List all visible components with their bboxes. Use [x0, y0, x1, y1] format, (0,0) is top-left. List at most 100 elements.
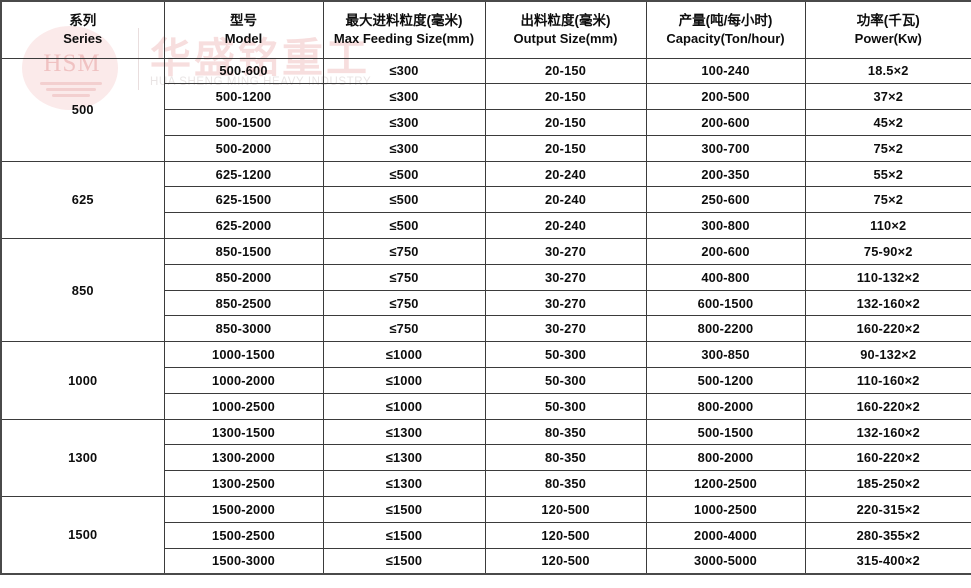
cell-output-size: 80-350 — [484, 418, 647, 446]
cell-power: 75×2 — [804, 186, 971, 214]
table-header: 系列 Series 型号 Model 最大进料粒度(毫米) Max Feedin… — [0, 0, 971, 59]
table-row: 500-1200 ≤300 20-150 200-500 37×2 — [1, 83, 971, 111]
cell-model: 1500-2000 — [163, 496, 324, 523]
cell-output-size: 120-500 — [484, 521, 647, 549]
cell-max-feeding-size: ≤500 — [322, 212, 486, 240]
cell-max-feeding-size: ≤500 — [322, 160, 486, 188]
cell-max-feeding-size: ≤1000 — [322, 341, 486, 369]
cell-output-size: 20-150 — [484, 134, 647, 162]
cell-power: 132-160×2 — [804, 289, 971, 317]
cell-output-size: 20-240 — [484, 212, 647, 240]
cell-capacity: 800-2000 — [645, 392, 806, 420]
header-label-en: Model — [224, 31, 263, 47]
header-label-cn: 出料粒度(毫米) — [520, 12, 611, 28]
cell-capacity: 400-800 — [645, 263, 806, 291]
cell-model: 850-2000 — [163, 263, 324, 291]
table-body: 500 500-600 ≤300 20-150 100-240 18.5×2 500-120… — [0, 57, 971, 575]
cell-model: 850-3000 — [163, 315, 324, 343]
cell-power: 18.5×2 — [804, 57, 971, 85]
cell-model: 1300-1500 — [163, 418, 324, 446]
header-label-cn: 产量(吨/每小时) — [678, 12, 773, 28]
cell-max-feeding-size: ≤1500 — [322, 521, 486, 549]
cell-max-feeding-size: ≤500 — [322, 186, 486, 214]
header-label-cn: 型号 — [230, 12, 257, 28]
cell-power: 315-400×2 — [804, 547, 971, 575]
cell-power: 75-90×2 — [804, 238, 971, 265]
cell-capacity: 800-2000 — [645, 444, 806, 472]
cell-capacity: 300-800 — [645, 212, 806, 240]
table-row: 625 625-1200 ≤500 20-240 200-350 55×2 — [0, 160, 971, 240]
column-header-max-feeding-size: 最大进料粒度(毫米) Max Feeding Size(mm) — [322, 0, 486, 59]
cell-max-feeding-size: ≤1000 — [322, 392, 486, 420]
cell-output-size: 50-300 — [484, 367, 647, 394]
cell-model: 1300-2000 — [163, 444, 324, 472]
cell-output-size: 80-350 — [484, 470, 647, 498]
cell-capacity: 100-240 — [645, 57, 806, 85]
cell-power: 160-220×2 — [804, 392, 971, 420]
column-header-series: 系列 Series — [0, 0, 165, 59]
table-row: 1500-3000 ≤1500 120-500 3000-5000 315-400×2 — [1, 547, 971, 575]
column-header-capacity: 产量(吨/每小时) Capacity(Ton/hour) — [645, 0, 806, 59]
cell-power: 37×2 — [804, 83, 971, 111]
cell-max-feeding-size: ≤1300 — [322, 470, 486, 498]
cell-model: 1000-2500 — [163, 392, 324, 420]
cell-output-size: 20-150 — [484, 109, 647, 136]
cell-max-feeding-size: ≤1500 — [322, 547, 486, 575]
header-label-cn: 系列 — [69, 12, 97, 28]
cell-capacity: 1000-2500 — [645, 496, 806, 523]
cell-model: 625-2000 — [163, 212, 324, 240]
cell-model: 1500-3000 — [163, 547, 324, 575]
cell-power: 220-315×2 — [804, 496, 971, 523]
cell-model: 500-1200 — [163, 83, 324, 111]
column-header-model: 型号 Model — [163, 0, 324, 59]
cell-capacity: 3000-5000 — [645, 547, 806, 575]
column-header-power: 功率(千瓦) Power(Kw) — [804, 0, 971, 59]
cell-output-size: 30-270 — [484, 263, 647, 291]
cell-power: 90-132×2 — [804, 341, 971, 369]
table-row: 1300-2500 ≤1300 80-350 1200-2500 185-250×2 — [1, 470, 971, 498]
table-row: 625-1500 ≤500 20-240 250-600 75×2 — [1, 186, 971, 214]
table-row: 1000 1000-1500 ≤1000 50-300 300-850 90-132×2 — [0, 341, 971, 420]
cell-capacity: 300-850 — [645, 341, 806, 369]
cell-max-feeding-size: ≤300 — [322, 83, 486, 111]
cell-model: 500-2000 — [163, 134, 324, 162]
cell-model: 625-1500 — [163, 186, 324, 214]
cell-power: 160-220×2 — [804, 315, 971, 343]
cell-output-size: 30-270 — [484, 289, 647, 317]
header-row: 系列 Series 型号 Model 最大进料粒度(毫米) Max Feedin… — [0, 0, 971, 59]
cell-capacity: 200-600 — [645, 109, 806, 136]
header-label-en: Max Feeding Size(mm) — [333, 31, 475, 47]
table-row: 1300-2000 ≤1300 80-350 800-2000 160-220×2 — [1, 444, 971, 472]
cell-output-size: 50-300 — [484, 341, 647, 369]
table-row: 1300 1300-1500 ≤1300 80-350 500-1500 132-160×… — [0, 418, 971, 498]
cell-model: 1000-1500 — [163, 341, 324, 369]
cell-series: 500 — [0, 57, 165, 162]
cell-max-feeding-size: ≤1000 — [322, 367, 486, 394]
cell-max-feeding-size: ≤750 — [322, 238, 486, 265]
cell-capacity: 2000-4000 — [645, 521, 806, 549]
cell-power: 55×2 — [804, 160, 971, 188]
cell-model: 500-1500 — [163, 109, 324, 136]
cell-model: 1000-2000 — [163, 367, 324, 394]
cell-max-feeding-size: ≤1300 — [322, 418, 486, 446]
cell-model: 500-600 — [163, 57, 324, 85]
cell-model: 850-1500 — [163, 238, 324, 265]
cell-output-size: 120-500 — [484, 547, 647, 575]
table-row: 850 850-1500 ≤750 30-270 200-600 75-90×2 — [0, 238, 971, 343]
cell-capacity: 250-600 — [645, 186, 806, 214]
cell-series: 1300 — [0, 418, 165, 498]
cell-max-feeding-size: ≤300 — [322, 134, 486, 162]
header-label-en: Capacity(Ton/hour) — [666, 31, 785, 47]
cell-output-size: 20-240 — [484, 160, 647, 188]
cell-power: 75×2 — [804, 134, 971, 162]
cell-output-size: 20-150 — [484, 57, 647, 85]
cell-series: 1500 — [0, 496, 165, 575]
column-header-output-size: 出料粒度(毫米) Output Size(mm) — [484, 0, 647, 59]
cell-max-feeding-size: ≤300 — [322, 57, 486, 85]
cell-model: 1300-2500 — [163, 470, 324, 498]
cell-output-size: 30-270 — [484, 315, 647, 343]
cell-output-size: 120-500 — [484, 496, 647, 523]
cell-capacity: 200-500 — [645, 83, 806, 111]
table-row: 1500 1500-2000 ≤1500 120-500 1000-2500 220-31… — [0, 496, 971, 575]
table-row: 500 500-600 ≤300 20-150 100-240 18.5×2 — [0, 57, 971, 162]
